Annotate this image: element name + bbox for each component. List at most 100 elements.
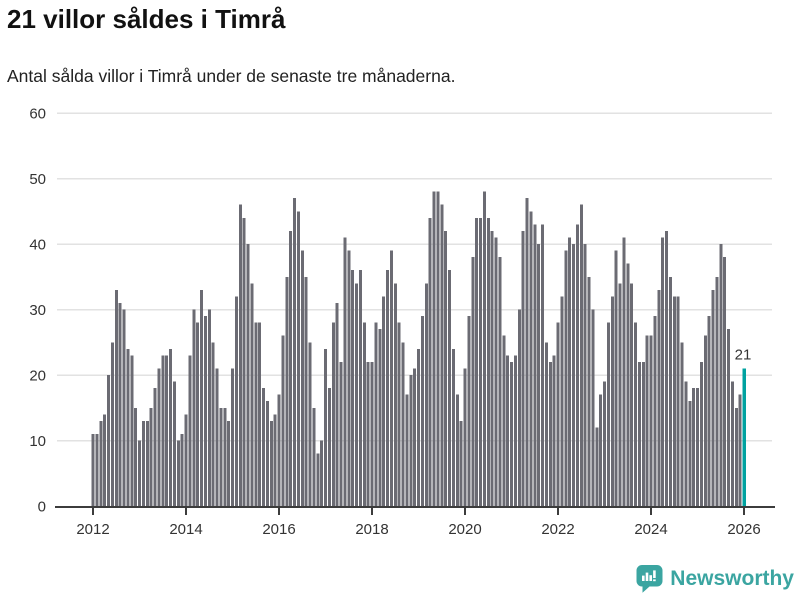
bar: [312, 407, 316, 507]
bar: [564, 250, 568, 506]
bar: [242, 217, 246, 507]
bar: [386, 270, 389, 506]
bar: [192, 309, 196, 506]
bar: [130, 355, 134, 507]
bar: [145, 420, 149, 506]
bar: [719, 244, 723, 506]
highlight-value-label: 21: [735, 346, 752, 363]
bar: [262, 388, 265, 506]
bar: [95, 433, 99, 506]
bar: [568, 237, 572, 506]
bar: [269, 420, 273, 506]
bar: [91, 433, 95, 506]
bar: [277, 394, 281, 506]
bar: [200, 289, 203, 507]
bar: [389, 250, 393, 506]
bar: [482, 191, 486, 506]
bar: [436, 191, 440, 506]
bar: [169, 348, 172, 506]
bar: [618, 283, 622, 506]
bar: [296, 211, 300, 507]
bar: [378, 329, 382, 506]
bar: [285, 276, 289, 507]
bar: [614, 250, 618, 506]
bar: [110, 342, 114, 507]
bar: [428, 217, 432, 507]
bar: [393, 283, 397, 506]
bar: [537, 244, 541, 506]
bar: [188, 355, 192, 507]
bar: [676, 296, 680, 506]
bar: [153, 388, 157, 506]
bar: [366, 361, 370, 506]
y-axis-tick-label: 20: [29, 368, 46, 385]
bar: [692, 388, 696, 506]
bar: [579, 204, 583, 506]
bar: [463, 368, 467, 506]
bar: [626, 263, 630, 506]
bar: [281, 335, 285, 506]
bar: [622, 237, 626, 506]
bar: [300, 250, 304, 506]
x-axis-tick-label: 2020: [448, 521, 481, 538]
bar: [238, 204, 242, 506]
bar: [246, 244, 250, 506]
x-axis-tick-label: 2014: [169, 521, 202, 538]
bar: [606, 322, 610, 506]
bar: [591, 309, 595, 506]
bar: [552, 355, 556, 507]
bar: [397, 322, 401, 506]
bar: [668, 276, 672, 507]
bar: [126, 348, 130, 506]
highlighted-bar: [742, 368, 746, 506]
bar: [219, 407, 223, 507]
bar: [107, 375, 110, 506]
bar: [475, 217, 479, 507]
bar: [324, 348, 327, 506]
y-axis-tick-label: 10: [29, 433, 46, 450]
bar: [118, 303, 122, 506]
bar: [533, 224, 537, 506]
bar: [273, 414, 277, 506]
bar: [440, 204, 444, 506]
bar: [727, 329, 730, 506]
bar: [730, 381, 734, 507]
bar: [157, 368, 161, 506]
bar: [320, 440, 324, 506]
bar: [215, 368, 219, 506]
bar: [374, 322, 378, 506]
bar: [448, 270, 451, 506]
bar: [304, 276, 308, 507]
bar: [362, 322, 366, 506]
bar: [467, 316, 471, 506]
bar: [471, 257, 475, 506]
bar: [327, 388, 331, 506]
bar: [510, 361, 513, 506]
bar: [180, 433, 184, 506]
bar: [688, 401, 692, 506]
bar: [583, 244, 587, 506]
bar: [479, 217, 482, 507]
newsworthy-wordmark: Newsworthy: [670, 567, 794, 590]
bar: [715, 276, 719, 507]
bar: [521, 230, 525, 506]
y-axis-tick-label: 0: [38, 499, 46, 516]
bar: [231, 368, 234, 506]
bar: [351, 270, 355, 506]
bar: [141, 420, 145, 506]
bar: [409, 375, 413, 506]
bar: [203, 316, 207, 506]
bar: [207, 309, 211, 506]
x-axis-tick-label: 2022: [541, 521, 574, 538]
bar: [641, 361, 645, 506]
bar: [653, 316, 657, 506]
bar: [630, 283, 634, 506]
bar: [707, 316, 711, 506]
bar: [308, 342, 312, 507]
bar: [657, 289, 661, 507]
bar: [637, 361, 641, 506]
x-axis-tick-label: 2012: [76, 521, 109, 538]
newsworthy-logo: Newsworthy: [636, 565, 794, 593]
bar: [122, 309, 126, 506]
bar: [134, 407, 138, 507]
